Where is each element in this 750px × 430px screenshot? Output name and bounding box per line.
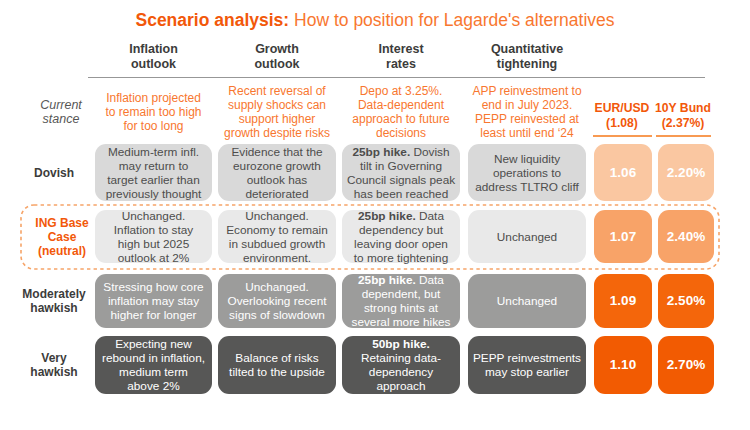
- row-label-ing-base-case: ING Base Case (neutral): [26, 210, 98, 263]
- column-header-10y-bund: 10Y Bund (2.37%): [652, 101, 714, 137]
- cell-base-bund: 2.40%: [658, 210, 714, 263]
- cell-mod-bund: 2.50%: [658, 274, 714, 328]
- cell-dovish-bund: 2.20%: [658, 144, 714, 201]
- cell-dovish-eurusd: 1.06: [594, 144, 652, 201]
- bund-underline: [656, 135, 711, 137]
- cell-very-bund: 2.70%: [658, 336, 714, 394]
- cell-mod-qt: Unchanged: [468, 274, 586, 328]
- rates-text: 25bp hike. Dovish tilt in Governing Coun…: [347, 145, 455, 201]
- rates-text: 25bp hike. Data dependency but leaving d…: [354, 209, 448, 265]
- column-header-growth-outlook: Growth outlook: [218, 42, 336, 72]
- stance-cell-rates: Depo at 3.25%. Data-dependent approach t…: [342, 82, 460, 142]
- eurusd-underline: [593, 135, 652, 137]
- bund-current: (2.37%): [652, 116, 714, 131]
- header-divider-line: [88, 77, 705, 78]
- column-header-inflation-outlook: Inflation outlook: [95, 42, 212, 72]
- rates-text: 25bp hike. Data dependent, but strong hi…: [351, 273, 450, 329]
- rates-text: 50bp hike. Retaining data- dependency ap…: [361, 337, 441, 393]
- page-title-emphasis: Scenario analysis:: [135, 10, 289, 30]
- row-label-very-hawkish: Very hawkish: [10, 336, 98, 394]
- page-title-rest: How to position for Lagarde's alternativ…: [289, 10, 614, 30]
- stance-cell-inflation: Inflation projected to remain too high f…: [95, 82, 212, 142]
- cell-dovish-qt: New liquidity operations to address TLTR…: [468, 144, 586, 201]
- scenario-analysis-table: Scenario analysis: How to position for L…: [0, 0, 750, 430]
- cell-base-qt: Unchanged: [468, 210, 586, 263]
- cell-mod-rates: 25bp hike. Data dependent, but strong hi…: [342, 274, 460, 328]
- column-header-interest-rates: Interest rates: [342, 42, 460, 72]
- cell-mod-growth: Unchanged. Overlooking recent signs of s…: [218, 274, 336, 328]
- cell-very-growth: Balance of risks tilted to the upside: [218, 336, 336, 394]
- column-header-quantitative-tightening: Quantitative tightening: [468, 42, 586, 72]
- bund-label: 10Y Bund: [652, 101, 714, 116]
- cell-base-rates: 25bp hike. Data dependency but leaving d…: [342, 210, 460, 263]
- row-label-dovish: Dovish: [10, 144, 98, 201]
- cell-mod-inflation: Stressing how core inflation may stay hi…: [95, 274, 212, 328]
- cell-base-growth: Unchanged. Economy to remain in subdued …: [218, 210, 336, 263]
- cell-mod-eurusd: 1.09: [594, 274, 652, 328]
- cell-base-eurusd: 1.07: [594, 210, 652, 263]
- eurusd-label: EUR/USD: [590, 101, 654, 116]
- stance-cell-qt: APP reinvestment to end in July 2023. PE…: [468, 82, 586, 142]
- row-label-current-stance: Current stance: [16, 82, 106, 142]
- cell-very-eurusd: 1.10: [594, 336, 652, 394]
- cell-very-inflation: Expecting new rebound in inflation, medi…: [95, 336, 212, 394]
- cell-very-rates: 50bp hike. Retaining data- dependency ap…: [342, 336, 460, 394]
- cell-base-inflation: Unchanged. Inflation to stay high but 20…: [95, 210, 212, 263]
- cell-very-qt: PEPP reinvestments may stop earlier: [468, 336, 586, 394]
- stance-cell-growth: Recent reversal of supply shocks can sup…: [218, 82, 336, 142]
- eurusd-current: (1.08): [590, 116, 654, 131]
- row-label-moderately-hawkish: Moderately hawkish: [10, 274, 98, 328]
- page-title: Scenario analysis: How to position for L…: [0, 10, 750, 31]
- column-header-eurusd: EUR/USD (1.08): [590, 101, 654, 137]
- cell-dovish-growth: Evidence that the eurozone growth outloo…: [218, 144, 336, 201]
- cell-dovish-inflation: Medium-term infl. may return to target e…: [95, 144, 212, 201]
- cell-dovish-rates: 25bp hike. Dovish tilt in Governing Coun…: [342, 144, 460, 201]
